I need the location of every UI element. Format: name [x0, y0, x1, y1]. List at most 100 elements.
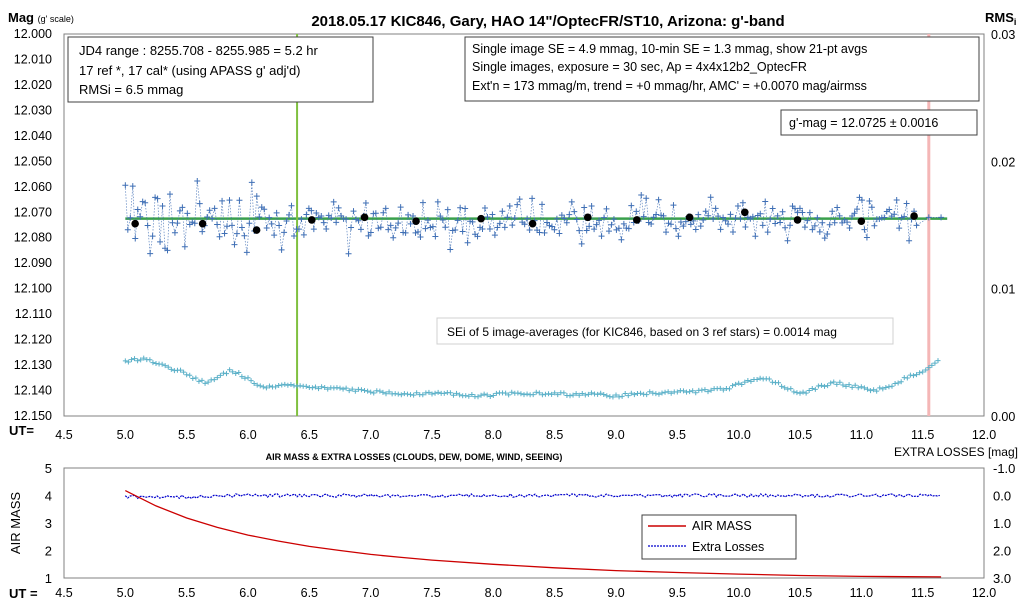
top-x-tick-label: 6.5	[301, 428, 318, 442]
single-image-point	[298, 216, 305, 223]
single-image-point	[392, 224, 399, 231]
single-image-point	[715, 213, 722, 220]
info-right-line-3: Ext'n = 173 mmag/m, trend = +0 mmag/hr, …	[472, 79, 867, 93]
single-image-point	[283, 217, 290, 224]
rms-point	[748, 378, 754, 384]
rms-point	[552, 390, 558, 396]
single-image-point	[415, 228, 422, 235]
single-image-point	[469, 218, 476, 225]
top-y-tick-label: 12.020	[14, 78, 52, 92]
single-image-point	[246, 220, 253, 227]
rms-point	[196, 378, 202, 384]
rms-point	[325, 386, 331, 392]
rms-point	[475, 394, 481, 400]
bottom-y-tick-label: 4	[45, 489, 52, 504]
single-image-point	[454, 217, 461, 224]
top-y-tick-label: 12.090	[14, 256, 52, 270]
single-image-point	[648, 221, 655, 228]
single-image-point	[640, 213, 647, 220]
rms-point	[864, 386, 870, 392]
rms-point	[926, 365, 932, 371]
single-image-point	[690, 217, 697, 224]
single-image-point	[387, 222, 394, 229]
bottom-y-tick-label: 1	[45, 571, 52, 586]
top-left-y-tick-labels: 12.000 12.010 12.020 12.030 12.040 12.050 12.0…	[14, 27, 52, 423]
bottom-right-y-tick-label: 0.0	[993, 489, 1011, 504]
single-image-point	[583, 227, 590, 234]
rms-point	[536, 390, 542, 396]
single-image-point	[276, 222, 283, 229]
single-image-point	[211, 205, 218, 212]
top-y-tick-label: 12.050	[14, 154, 52, 168]
top-y-tick-label: 12.070	[14, 205, 52, 219]
rms-point	[693, 390, 699, 396]
single-image-point	[241, 232, 248, 239]
single-image-point	[695, 211, 702, 218]
rms-point	[874, 388, 880, 394]
single-image-point	[598, 233, 605, 240]
single-image-point	[367, 229, 374, 236]
single-image-point	[491, 232, 498, 239]
single-image-point	[357, 226, 364, 233]
rms-point	[668, 390, 674, 396]
single-image-point	[382, 205, 389, 212]
extra-losses-line	[124, 492, 940, 500]
rms-point	[426, 389, 432, 395]
rms-point	[582, 392, 588, 398]
rms-point	[257, 383, 263, 389]
rms-point	[490, 392, 496, 398]
single-image-point	[273, 209, 280, 216]
rms-point	[579, 390, 585, 396]
rms-point	[705, 389, 711, 395]
single-image-point	[164, 247, 171, 254]
rms-point	[178, 367, 184, 373]
rms-point	[377, 388, 383, 394]
rms-point	[834, 381, 840, 387]
single-image-point	[147, 250, 154, 257]
rms-point	[889, 383, 895, 389]
average-point	[685, 213, 694, 222]
rms-point	[782, 385, 788, 391]
single-image-point	[290, 232, 297, 239]
bottom-y-tick-label: 3	[45, 516, 52, 531]
single-image-point	[628, 202, 635, 209]
rms-point	[588, 390, 594, 396]
average-point	[360, 213, 369, 222]
single-image-point	[132, 235, 139, 242]
single-image-point	[484, 214, 491, 221]
bottom-y-tick-label: 5	[45, 461, 52, 476]
bottom-x-tick-labels: 4.5 5.0 5.5 6.0 6.5 7.0 7.5 8.0 8.5 9.0 9.5 10.0 10.…	[55, 586, 996, 600]
single-image-point	[749, 213, 756, 220]
single-image-point	[333, 219, 340, 226]
single-image-point	[256, 213, 263, 220]
single-image-point	[566, 211, 573, 218]
single-image-point	[521, 221, 528, 228]
average-point	[793, 216, 802, 224]
legend-airmass-label: AIR MASS	[692, 519, 752, 533]
single-image-point	[891, 211, 898, 218]
info-right-line-2: Single images, exposure = 30 sec, Ap = 4…	[472, 60, 807, 74]
single-image-point	[464, 239, 471, 246]
rms-point	[917, 370, 923, 376]
rms-point	[828, 380, 834, 386]
rms-point	[858, 384, 864, 390]
single-image-point	[474, 233, 481, 240]
single-image-point	[896, 225, 903, 232]
rms-point	[493, 390, 499, 396]
rms-point	[322, 384, 328, 390]
rms-point	[662, 389, 668, 395]
rms-point	[745, 377, 751, 383]
rms-point	[935, 358, 941, 364]
single-image-point	[663, 229, 670, 236]
single-image-point	[707, 194, 714, 201]
single-image-point	[712, 205, 719, 212]
top-x-tick-label: 9.5	[669, 428, 686, 442]
rms-point	[653, 391, 659, 397]
rms-point	[687, 389, 693, 395]
single-image-point	[804, 217, 811, 224]
rms-point	[825, 383, 831, 389]
rms-point	[702, 387, 708, 393]
single-image-point	[605, 228, 612, 235]
single-image-point	[799, 209, 806, 216]
rms-point	[739, 381, 745, 387]
